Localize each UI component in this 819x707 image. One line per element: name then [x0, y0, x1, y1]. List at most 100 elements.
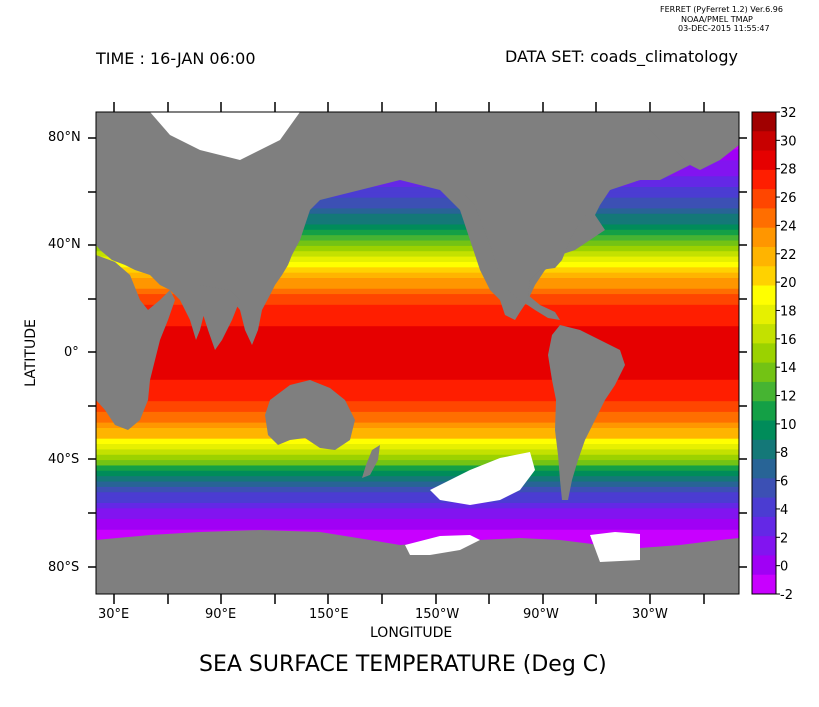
colorbar-tick-label: 12	[780, 390, 797, 405]
sst-band	[96, 460, 739, 467]
colorbar-tick-label: 16	[780, 333, 797, 348]
sst-band	[96, 320, 739, 327]
x-axis-ticks	[113, 102, 705, 604]
sst-band	[96, 353, 739, 359]
x-tick-label-0: 30°E	[98, 607, 130, 622]
sst-band	[96, 315, 739, 322]
sst-band	[96, 240, 739, 247]
antarctica-landmass	[96, 530, 739, 594]
colorbar-frame	[751, 111, 777, 595]
colorbar-tick-label: 18	[780, 304, 797, 319]
x-axis-title: LONGITUDE	[370, 625, 453, 641]
sst-band	[96, 299, 739, 306]
sst-band	[96, 294, 739, 301]
colorbar-swatch	[752, 266, 776, 287]
sst-band	[96, 508, 739, 515]
x-tick-label-2: 150°E	[309, 607, 349, 622]
colorbar-swatch	[752, 112, 776, 132]
sst-band	[96, 454, 739, 461]
colorbar-tick-label: 10	[780, 418, 797, 433]
colorbar-swatch	[752, 227, 776, 248]
colorbar-swatch	[752, 246, 776, 267]
colorbar-swatch	[752, 150, 776, 171]
colorbar-swatch	[752, 285, 776, 306]
sst-band	[96, 486, 739, 493]
sst-band	[96, 304, 739, 311]
x-tick-label-3: 150°W	[415, 607, 460, 622]
sst-band	[96, 385, 739, 392]
sst-band	[96, 497, 739, 504]
colorbar-tick-label: 22	[780, 248, 797, 263]
sst-band	[96, 272, 739, 279]
colorbar-tick-label: 8	[780, 446, 788, 461]
colorbar-tick-label: 20	[780, 276, 797, 291]
sst-band	[96, 342, 739, 349]
sst-band	[96, 203, 739, 209]
sst-band	[96, 492, 739, 499]
sst-band	[96, 347, 739, 354]
colorbar-swatch	[752, 381, 776, 402]
sst-band	[96, 433, 739, 440]
sst-band	[96, 444, 739, 450]
colorbar-swatch	[752, 459, 776, 479]
sea-ice-patches	[150, 112, 640, 562]
program-line-2: NOAA/PMEL TMAP	[681, 15, 753, 24]
greenland-landmass	[640, 112, 739, 170]
sst-band	[96, 229, 739, 236]
colorbar-swatch	[752, 478, 776, 499]
sst-band	[96, 288, 739, 295]
land-masses	[96, 112, 739, 594]
colorbar-swatch	[752, 343, 776, 364]
y-tick-label-2: 0°	[64, 345, 79, 360]
australia-landmass	[265, 380, 355, 450]
sst-band	[96, 465, 739, 472]
colorbar-swatch	[752, 169, 776, 190]
sst-band	[96, 251, 739, 258]
sst-band	[96, 267, 739, 274]
sst-band	[96, 519, 739, 525]
colorbar-swatch	[752, 536, 776, 556]
north-america-landmass	[450, 112, 739, 320]
colorbar-swatch	[752, 574, 776, 595]
sst-band	[96, 411, 739, 418]
sst-band	[96, 310, 739, 317]
x-tick-label-1: 90°E	[205, 607, 237, 622]
colorbar-tick-label: 26	[780, 191, 797, 206]
sst-band	[96, 283, 739, 290]
sst-band	[96, 245, 739, 252]
colorbar-swatch	[752, 362, 776, 383]
chart-title: SEA SURFACE TEMPERATURE (Deg C)	[199, 652, 607, 677]
map-area	[96, 112, 739, 594]
sst-band	[96, 401, 739, 408]
sst-band	[96, 331, 739, 338]
ice-patch-west	[430, 452, 535, 505]
colorbar-swatch	[752, 208, 776, 229]
sst-band	[96, 369, 739, 376]
new-zealand-landmass	[362, 445, 380, 478]
colorbar-tick-label: 28	[780, 163, 797, 178]
sst-band	[96, 449, 739, 456]
sst-band	[96, 208, 739, 215]
colorbar-tick-label: 32	[780, 106, 797, 121]
colorbar-swatch	[752, 304, 776, 325]
program-line-1: FERRET (PyFerret 1.2) Ver.6.96	[660, 5, 783, 14]
sst-band	[96, 438, 739, 445]
colorbar-tick-label: 4	[780, 503, 788, 518]
sst-band	[96, 417, 739, 424]
ice-patch-northpole	[150, 112, 300, 160]
ice-patch-weddell	[590, 532, 640, 562]
sst-band	[96, 219, 739, 226]
sst-band	[96, 535, 739, 542]
sst-band	[96, 181, 739, 188]
sst-band	[96, 529, 739, 536]
colorbar-swatch	[752, 324, 776, 344]
india-landmass	[200, 285, 240, 350]
colorbar-swatch	[752, 516, 776, 537]
sst-band	[96, 427, 739, 434]
colorbar-tick-label: 30	[780, 134, 797, 149]
colorbar-swatch	[752, 497, 776, 518]
colorbar-tick-label: 0	[780, 560, 788, 575]
y-axis-ticks	[88, 137, 747, 568]
sst-band	[96, 197, 739, 204]
